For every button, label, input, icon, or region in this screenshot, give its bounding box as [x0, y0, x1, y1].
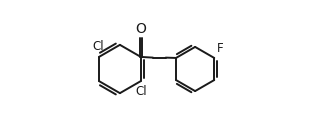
Text: O: O [135, 22, 146, 36]
Text: F: F [217, 42, 223, 55]
Text: Cl: Cl [92, 40, 104, 53]
Text: Cl: Cl [136, 85, 147, 98]
